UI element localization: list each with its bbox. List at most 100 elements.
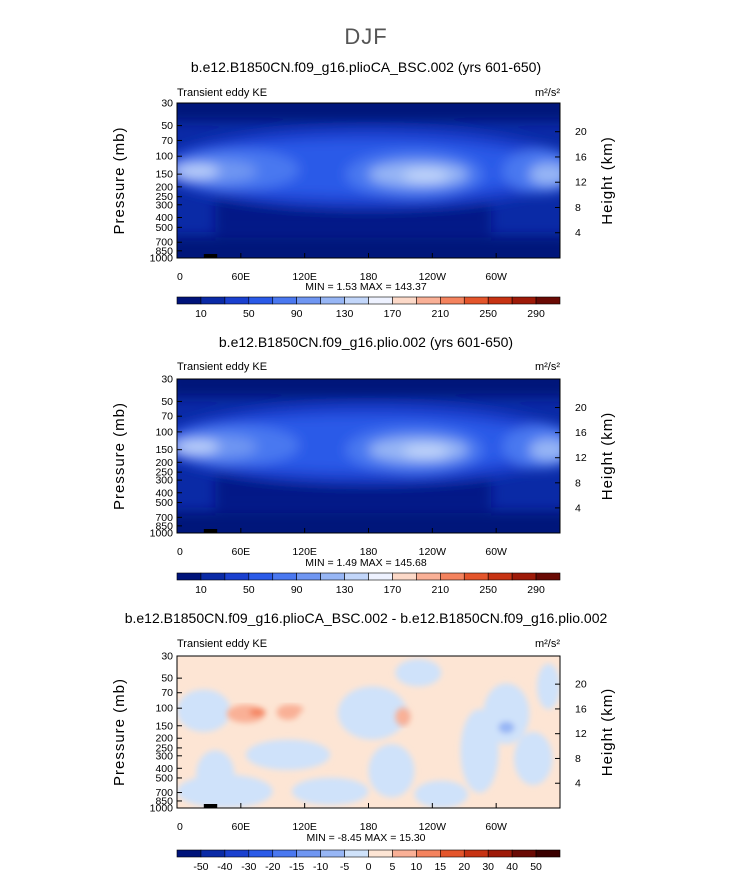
panel-variable-label: Transient eddy KE [177,361,267,373]
y-right-tick-label: 16 [575,703,587,715]
contour-band [402,169,449,183]
colorbar-label: 130 [336,308,354,320]
y-right-tick-label: 16 [575,427,587,439]
min-max-stats: MIN = 1.53 MAX = 143.37 [305,281,427,293]
colorbar-label: -50 [193,861,208,873]
colorbar-label: 0 [366,861,372,873]
y-tick-label: 30 [161,651,173,663]
x-tick-label: 0 [177,821,183,833]
panel-2: b.e12.B1850CN.f09_g16.plio.002 (yrs 601-… [111,334,616,596]
y-right-tick-label: 8 [575,477,581,489]
y-tick-label: 850 [155,245,173,257]
x-tick-label: 120W [419,821,447,833]
colorbar-swatch [200,849,226,858]
colorbar-swatch [416,572,441,581]
contour-band [483,683,530,745]
y-tick-label: 300 [155,199,173,211]
colorbar-label: 210 [432,584,450,596]
colorbar-label: 90 [291,584,303,596]
panel-1: b.e12.B1850CN.f09_g16.plioCA_BSC.002 (yr… [111,59,616,320]
colorbar [176,296,561,305]
colorbar-label: 90 [291,308,303,320]
contour-band [177,440,220,453]
y-tick-label: 250 [155,191,173,203]
x-tick-label: 120E [292,546,317,558]
colorbar-swatch [440,296,465,305]
x-tick-label: 180 [360,546,378,558]
y-tick-label: 700 [155,787,173,799]
y-tick-label: 200 [155,733,173,745]
x-tick-label: 60W [485,271,507,283]
y-tick-label: 700 [155,512,173,524]
colorbar-swatch [440,572,465,581]
y-tick-label: 500 [155,772,173,784]
y-axis-label-right: Height (km) [599,412,616,501]
contour-band [177,103,560,122]
y-right-tick-label: 20 [575,126,587,138]
colorbar-swatch [392,572,417,581]
contour-band [177,236,560,258]
y-tick-label: 50 [161,396,173,408]
contour-band [177,165,220,178]
contour-band [291,777,369,805]
x-tick-label: 120E [292,271,317,283]
y-tick-label: 250 [155,742,173,754]
y-tick-label: 200 [155,457,173,469]
colorbar-labels: -50 -40 -30 -20 -15 -10 -5 0 5 10 15 20 30 40 50 [193,861,542,873]
y-tick-label: 250 [155,467,173,479]
colorbar-swatch [535,296,561,305]
y-tick-label: 100 [155,426,173,438]
colorbar-label: -30 [241,861,256,873]
contour-band [368,744,415,798]
y-tick-label: 150 [155,444,173,456]
colorbar-swatch [272,572,297,581]
contour-band [177,511,560,533]
y-tick-label: 500 [155,497,173,509]
colorbar-label: 10 [195,308,207,320]
contour-field [177,103,560,258]
y-tick-label: 1000 [150,528,174,540]
contour-band [514,732,553,786]
colorbar-label: 210 [432,308,450,320]
y-tick-label: 70 [161,135,173,147]
contour-field [177,379,560,533]
colorbar-swatch [296,572,321,581]
x-tick-label: 120E [292,821,317,833]
units-label: m²/s² [535,87,560,99]
contour-band [249,708,266,717]
topography-mask [203,529,218,533]
y-tick-label: 850 [155,795,173,807]
x-tick-label: 0 [177,546,183,558]
colorbar-label: 50 [243,584,255,596]
y-tick-label: 500 [155,222,173,234]
colorbar-swatch [463,572,489,581]
colorbar-label: 5 [390,861,396,873]
colorbar-swatch [248,849,274,858]
colorbar-swatch [392,296,417,305]
contour-band [395,659,442,687]
colorbar-swatch [176,849,202,858]
colorbar-label: -15 [289,861,304,873]
panel-title: b.e12.B1850CN.f09_g16.plio.002 (yrs 601-… [219,334,513,350]
colorbar-swatch [487,572,513,581]
y-tick-label: 400 [155,763,173,775]
colorbar-swatch [416,849,441,858]
colorbar-swatch [487,296,513,305]
colorbar-label: -40 [217,861,232,873]
y-tick-label: 150 [155,720,173,732]
colorbar-label: 15 [434,861,446,873]
panel-title: b.e12.B1850CN.f09_g16.plioCA_BSC.002 (yr… [191,59,541,75]
y-right-tick-label: 8 [575,202,581,214]
contour-band [414,780,469,808]
colorbar-label: 30 [482,861,494,873]
y-right-tick-label: 12 [575,728,587,740]
colorbar-labels: 10 50 90 130 170 210 250 290 [195,584,545,596]
colorbar-label: -10 [313,861,328,873]
colorbar-label: 50 [530,861,542,873]
topography-mask [203,254,218,258]
colorbar-swatch [224,849,250,858]
panel-variable-label: Transient eddy KE [177,638,267,650]
y-tick-label: 300 [155,750,173,762]
